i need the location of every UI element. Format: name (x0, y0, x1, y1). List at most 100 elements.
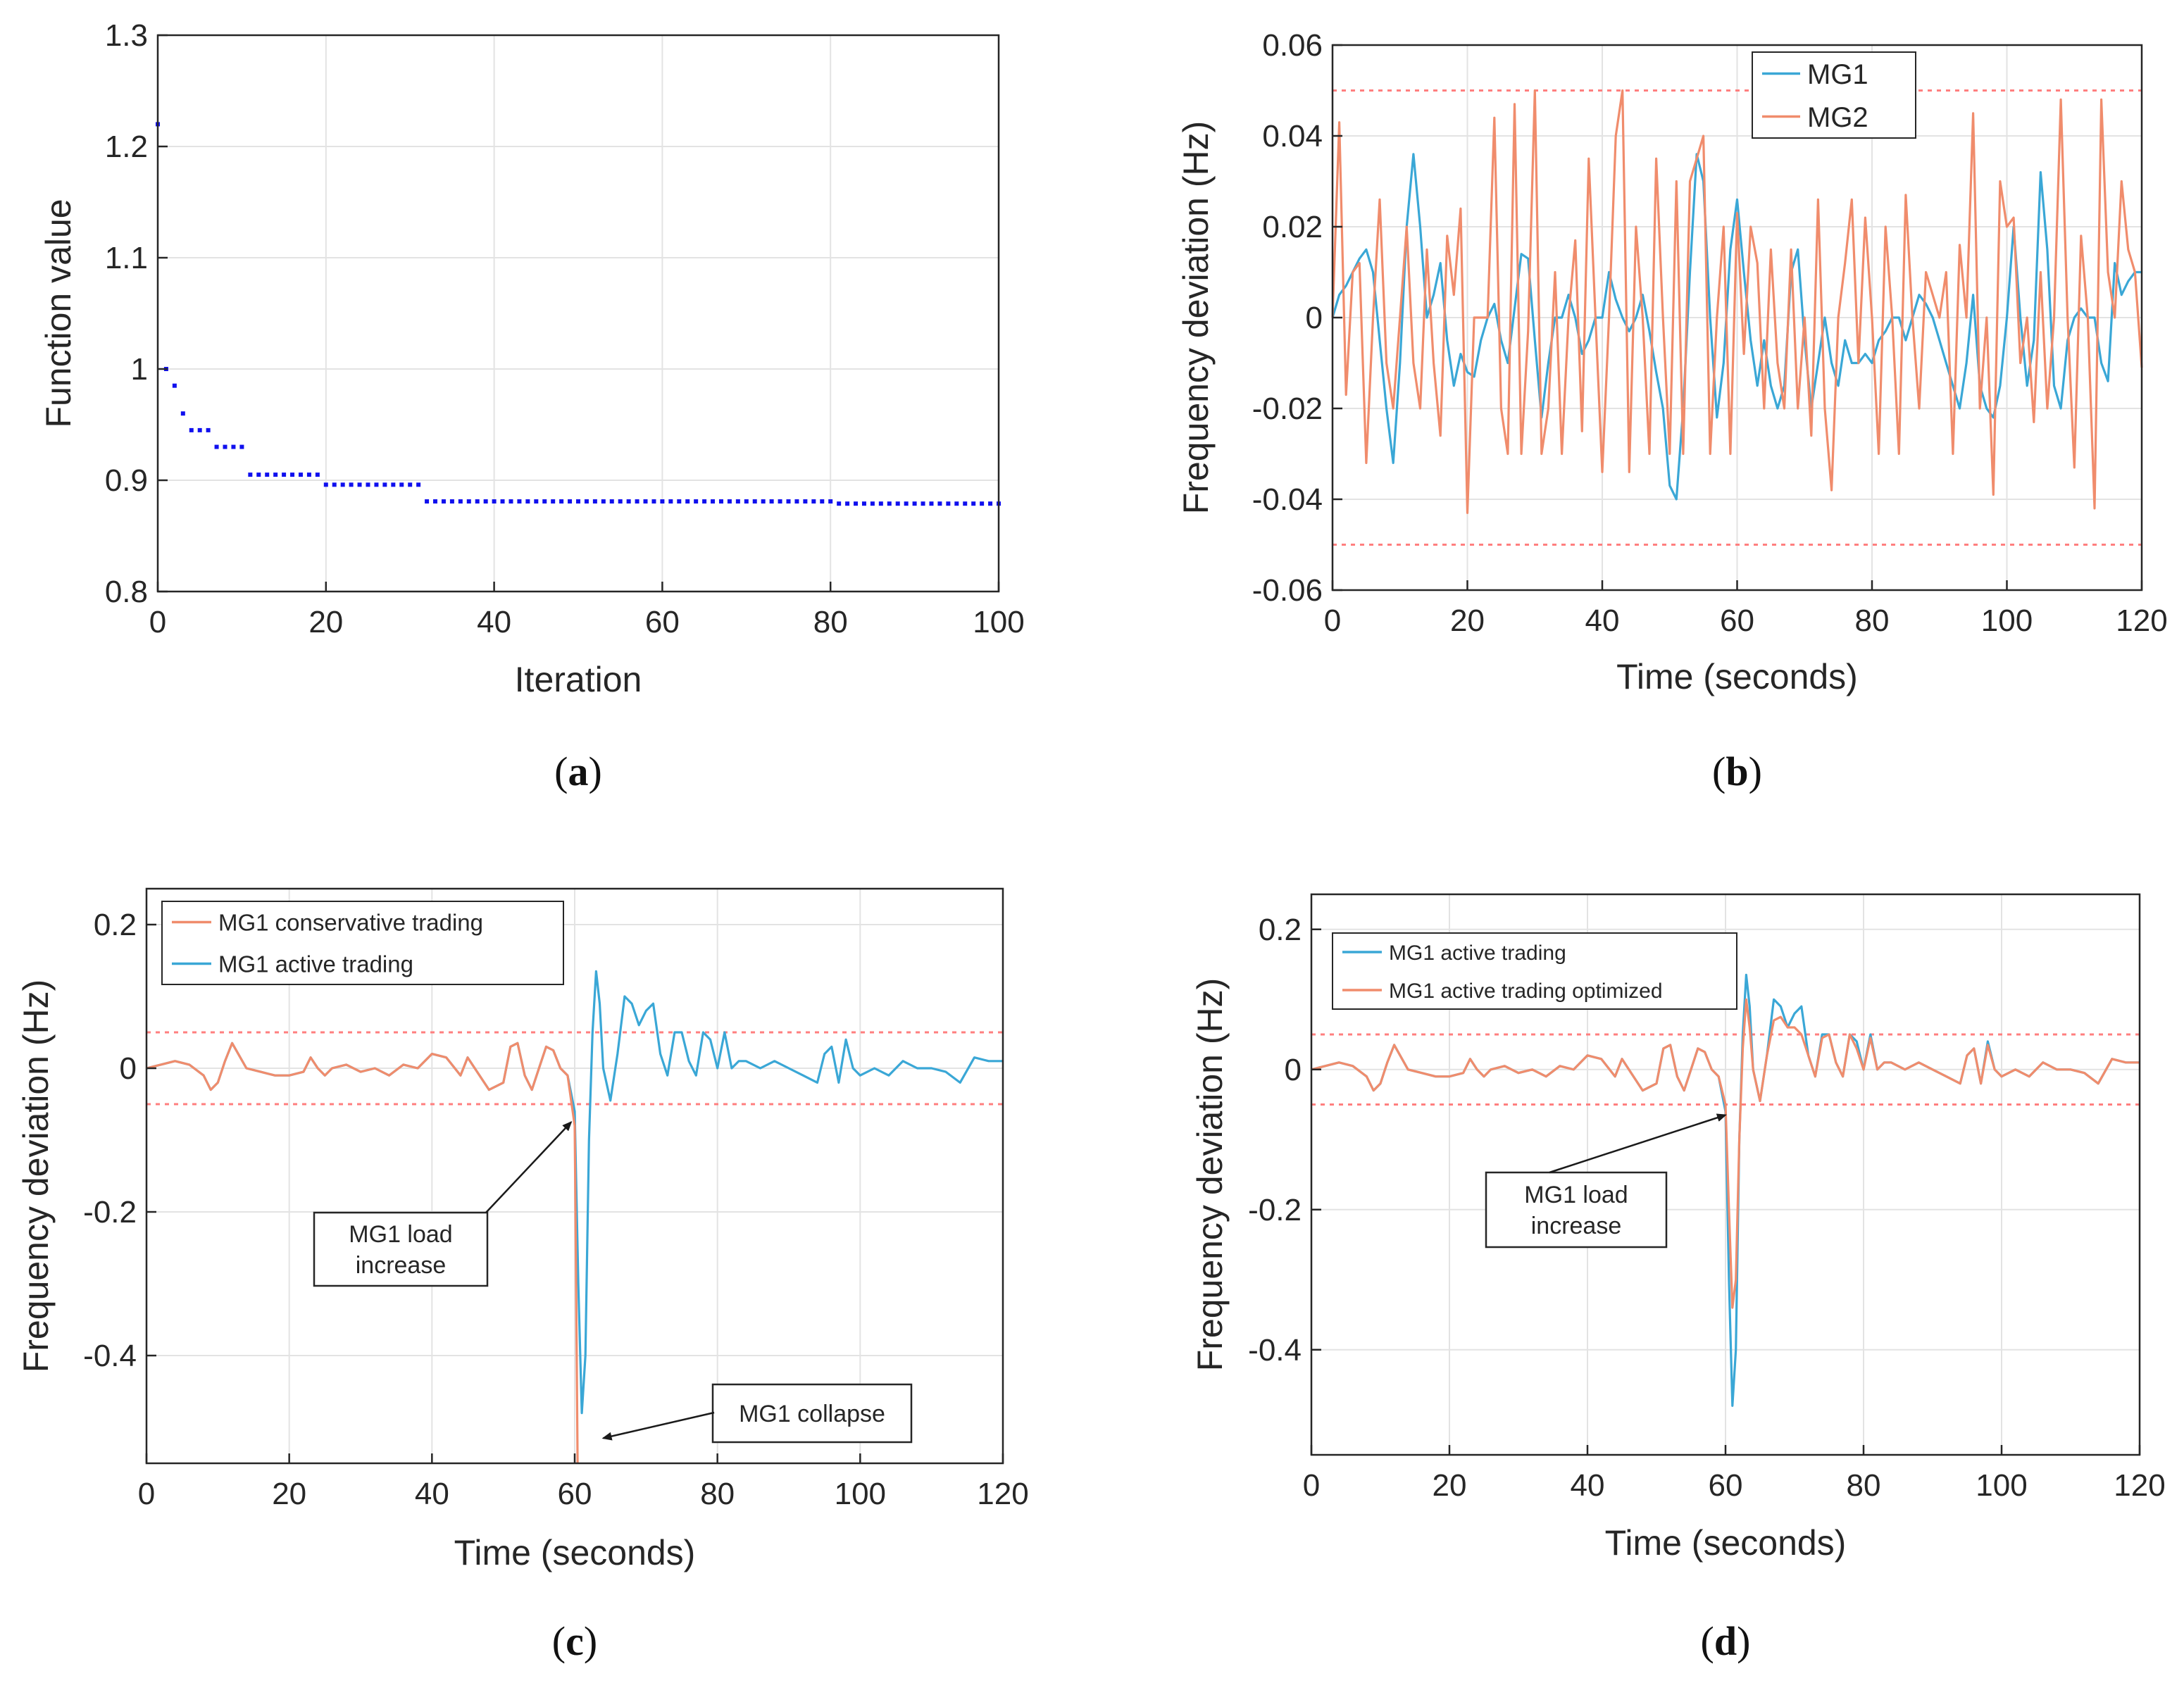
panel-a-data-point (635, 499, 639, 504)
panel-c-xtick-label: 120 (977, 1477, 1028, 1511)
panel-a-data-point (601, 499, 606, 504)
panel-a-data-point (425, 499, 430, 504)
panel-d-xtick-label: 100 (1976, 1468, 2027, 1503)
panel-a-data-point (668, 499, 673, 504)
panel-c-xtick-label: 60 (558, 1477, 592, 1511)
panel-b-ytick-label: 0.02 (1262, 210, 1323, 244)
panel-b-xtick-label: 80 (1855, 603, 1890, 638)
panel-a-ytick-label: 1.1 (105, 241, 148, 275)
panel-a-data-point (946, 501, 951, 506)
panel-c-caption-letter: c (566, 1618, 584, 1664)
panel-d-ytick-label: -0.4 (1248, 1333, 1302, 1368)
panel-c-annotation-text: increase (356, 1252, 447, 1279)
panel-a-data-point (702, 499, 707, 504)
panel-a-data-point (929, 501, 934, 506)
panel-a-data-point (298, 473, 303, 477)
panel-a-xtick-label: 60 (645, 605, 680, 639)
panel-b-ytick-label: -0.02 (1252, 392, 1323, 426)
panel-b-ytick-label: 0.04 (1262, 119, 1323, 154)
panel-a-data-point (483, 499, 488, 504)
panel-c-annotation-box (313, 1211, 489, 1287)
panel-a-data-point (449, 499, 454, 504)
panel-a-data-point (820, 499, 825, 504)
panel-a-data-point (551, 499, 556, 504)
panel-d-xtick-label: 0 (1303, 1468, 1320, 1503)
panel-a-grid (157, 35, 999, 592)
panel-c-ylabel: Frequency deviation (Hz) (16, 980, 56, 1373)
panel-b-xtick-label: 100 (1981, 603, 2033, 638)
panel-a-data-point (937, 501, 942, 506)
panel-d-annotations: MG1 load increase (1485, 1113, 1727, 1249)
panel-a-data-point (576, 499, 580, 504)
panel-c-annotation-text: MG1 load (349, 1221, 452, 1248)
panel-a-xtick-label: 0 (149, 605, 166, 639)
panel-b-caption-letter: b (1726, 749, 1748, 794)
panel-c-xtick-label: 20 (272, 1477, 306, 1511)
panel-d-ticks: 0 20 40 60 80 100 120 -0.4 -0.2 0 0.2 (1248, 913, 2166, 1503)
panel-a-data-point (441, 499, 446, 504)
panel-a-data-point (845, 501, 850, 506)
panel-a-data-point (744, 499, 749, 504)
panel-a-data-point (382, 482, 387, 487)
panel-a-ytick-label: 1.3 (105, 18, 148, 53)
panel-b-xlabel: Time (seconds) (1616, 657, 1858, 696)
panel-b-limits (1333, 89, 2142, 546)
panel-d-legend-box (1332, 932, 1737, 1010)
panel-d-legend-label: MG1 active trading (1389, 941, 1566, 965)
panel-b-ytick-label: 0 (1306, 301, 1323, 335)
panel-a-data-point (197, 427, 202, 432)
panel-a-data-point (323, 482, 328, 487)
panel-a-data-point (592, 499, 597, 504)
panel-a-axes-frame (156, 34, 1000, 593)
panel-a-data-point (340, 482, 345, 487)
panel-a-data-point (517, 499, 522, 504)
panel-a-data-point (433, 499, 438, 504)
panel-a-data-point (500, 499, 505, 504)
panel-a-data-point (626, 499, 631, 504)
panel-a-data-point (206, 427, 211, 432)
panel-a-ytick-label: 1.2 (105, 130, 148, 164)
panel-d-caption: (d) (1701, 1618, 1751, 1664)
panel-a-data-point (643, 499, 648, 504)
panel-a-data-point (357, 482, 362, 487)
panel-c-annotation-box (711, 1383, 913, 1444)
panel-d-series-mg1-active-trading-optimized (1311, 998, 2140, 1309)
panel-c-annotation-arrow (485, 1121, 573, 1213)
panel-a-data-point (223, 444, 227, 449)
panel-a-data-point (180, 411, 185, 416)
panel-a-series (156, 122, 1001, 506)
panel-a-data-point (870, 501, 875, 506)
panel-b-legend-label: MG1 (1807, 59, 1868, 90)
panel-a-data-point (508, 499, 513, 504)
panel-a-data-point (861, 501, 866, 506)
panel-a-data-point (711, 499, 716, 504)
panel-a-caption-letter: a (568, 749, 589, 794)
panel-a-data-point (769, 499, 774, 504)
panel-a-data-point (416, 482, 421, 487)
panel-c-ytick-label: -0.2 (83, 1195, 137, 1230)
panel-a-xtick-label: 40 (477, 605, 511, 639)
panel-b-series (1331, 89, 2143, 514)
panel-a-data-point (660, 499, 665, 504)
panel-c-series (146, 970, 1003, 1464)
panel-d-ytick-label: -0.2 (1248, 1193, 1302, 1227)
panel-c-ytick-label: -0.4 (83, 1339, 137, 1373)
panel-d-ytick-label: 0 (1285, 1053, 1302, 1087)
panel-a-ytick-label: 0.8 (105, 575, 148, 609)
panel-d-series (1311, 973, 2140, 1407)
panel-a-data-point (374, 482, 379, 487)
panel-a-data-point (332, 482, 337, 487)
panel-b-ticks: 0 20 40 60 80 100 120 -0.06 -0.04 -0.02 0 0.02 0.04 0… (1252, 28, 2168, 638)
panel-a-data-point (559, 499, 564, 504)
panel-a-data-point (752, 499, 757, 504)
panel-a-data-point (694, 499, 699, 504)
panel-a-data-point (475, 499, 480, 504)
panel-d-annotation-text: increase (1531, 1213, 1622, 1239)
panel-a-data-point (172, 383, 177, 388)
panel-a-data-point (963, 501, 968, 506)
panel-a-data-point (306, 473, 311, 477)
panel-d-annotation-box (1485, 1171, 1668, 1249)
panel-a-data-point (677, 499, 682, 504)
panel-a-data-point (315, 473, 320, 477)
